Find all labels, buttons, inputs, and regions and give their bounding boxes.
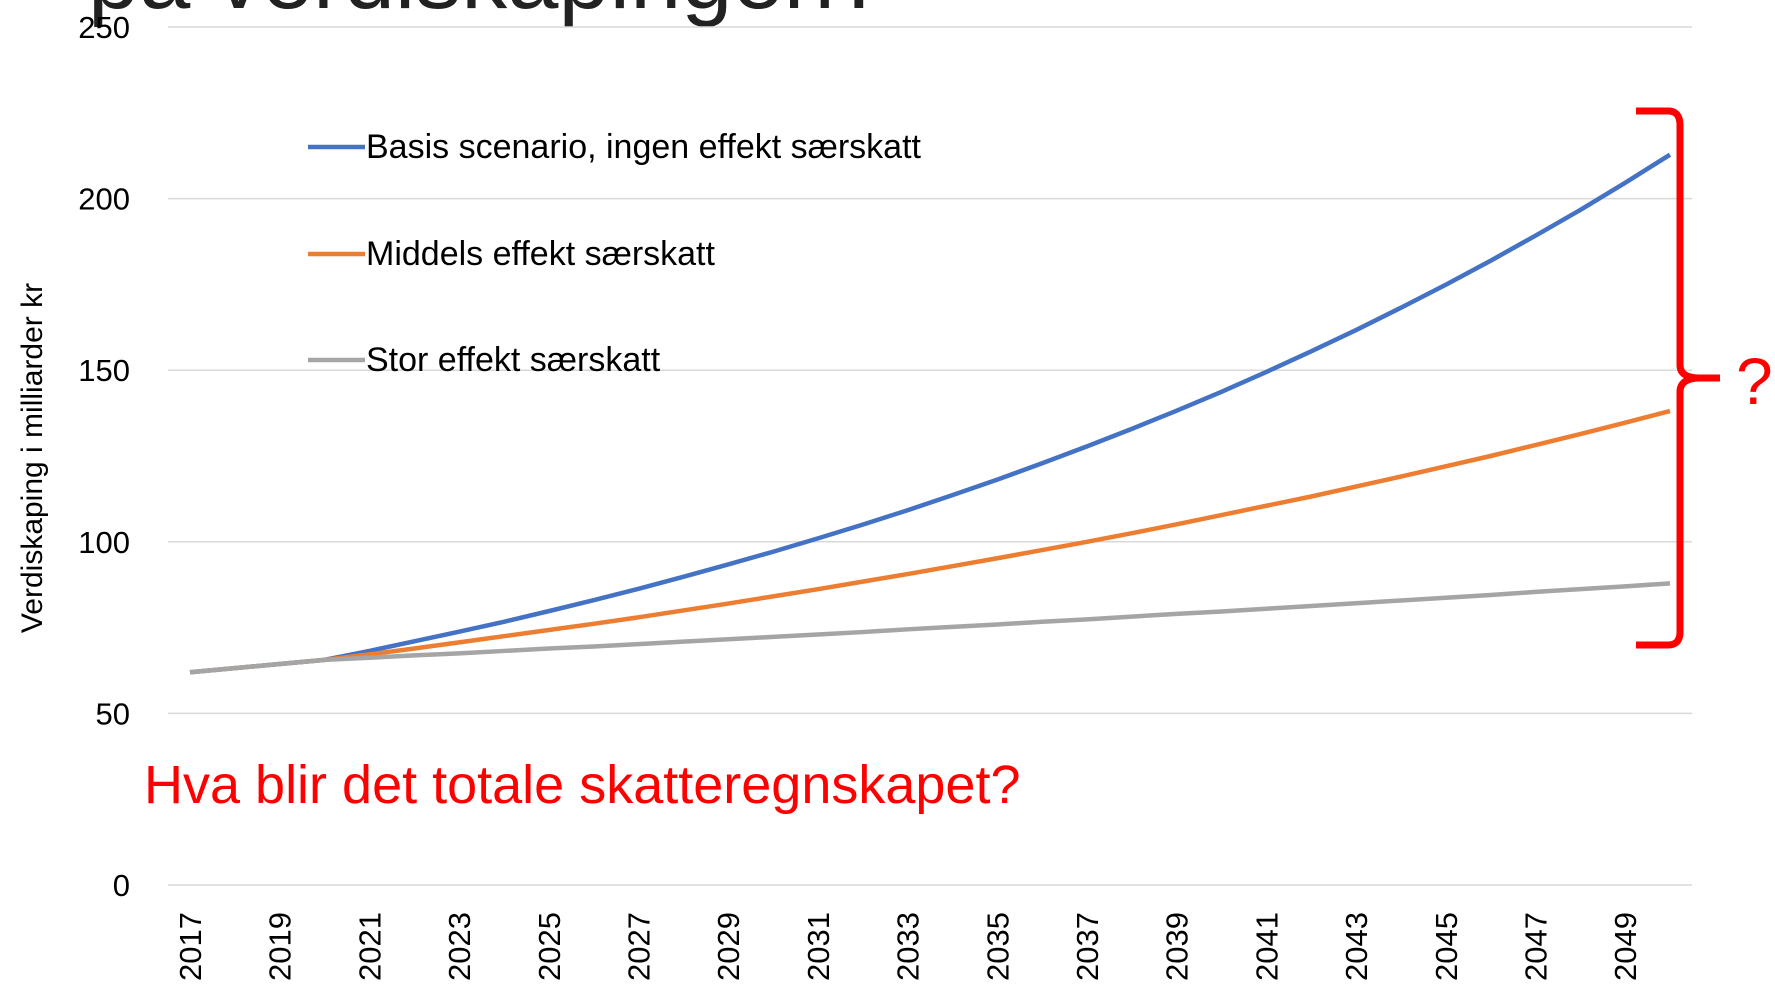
- legend-label: Stor effekt særskatt: [366, 341, 661, 379]
- x-tick-label: 2017: [173, 912, 208, 981]
- y-tick-label: 0: [113, 868, 130, 903]
- y-tick-label: 100: [78, 525, 130, 560]
- annotation: ?: [1736, 344, 1773, 418]
- y-tick-label: 150: [78, 353, 130, 388]
- x-tick-label: 2045: [1429, 912, 1464, 981]
- x-tick-label: 2031: [801, 912, 836, 981]
- annotation: Hva blir det totale skatteregnskapet?: [144, 755, 1021, 815]
- series-line: [189, 152, 1672, 675]
- y-axis-label: Verdiskaping i milliarder kr: [16, 283, 49, 633]
- legend-label: Middels effekt særskatt: [366, 235, 716, 273]
- y-tick-label: 200: [78, 182, 130, 217]
- series-line: [189, 408, 1671, 675]
- x-tick-label: 2037: [1070, 912, 1105, 981]
- x-tick-label: 2029: [711, 912, 746, 981]
- x-tick-label: 2039: [1160, 912, 1195, 981]
- x-tick-label: 2023: [442, 912, 477, 981]
- x-tick-label: 2041: [1249, 912, 1284, 981]
- x-tick-label: 2035: [980, 912, 1015, 981]
- chart-title: på verdiskapingen?: [88, 0, 886, 28]
- y-tick-label: 250: [78, 10, 130, 45]
- series-line: [189, 581, 1671, 675]
- brace: [1636, 107, 1720, 649]
- y-tick-label: 50: [96, 696, 130, 731]
- x-tick-label: 2019: [263, 912, 298, 981]
- x-tick-label: 2047: [1518, 912, 1553, 981]
- x-tick-label: 2033: [891, 912, 926, 981]
- x-tick-label: 2043: [1339, 912, 1374, 981]
- x-tick-label: 2027: [621, 912, 656, 981]
- x-tick-label: 2025: [532, 912, 567, 981]
- x-tick-label: 2021: [352, 912, 387, 981]
- x-tick-label: 2049: [1608, 912, 1643, 981]
- legend-label: Basis scenario, ingen effekt særskatt: [366, 128, 922, 166]
